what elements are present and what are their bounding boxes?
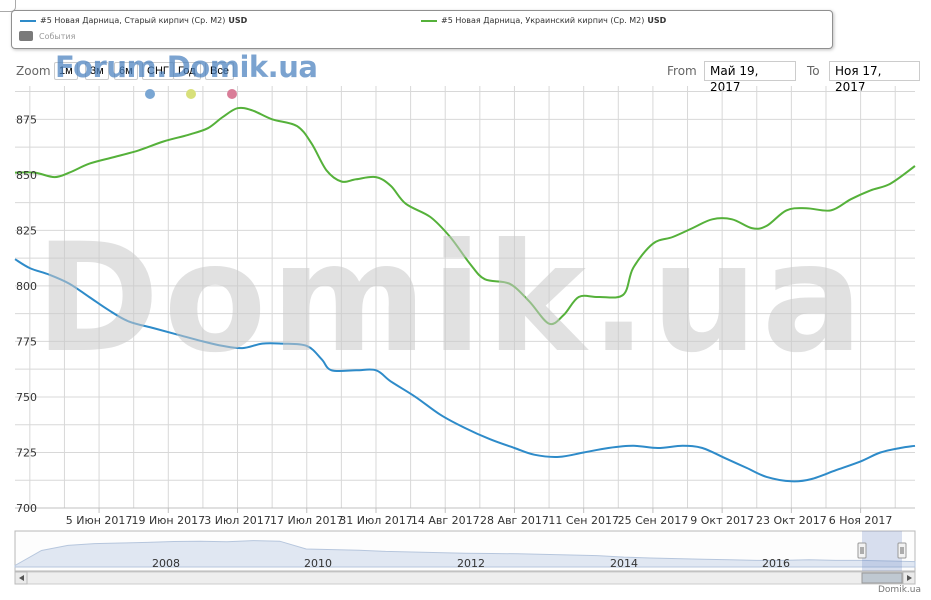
legend-series-2-unit: USD [647,16,667,25]
range-to-input[interactable]: Ноя 17, 2017 [829,61,920,94]
legend-events-label: События [39,31,76,41]
x-tick-label: 17 Июл 2017 [270,514,344,527]
navigator-year-label: 2016 [762,557,790,570]
series-lines [14,106,916,483]
range-to-label: To [807,64,820,78]
zoom-label: Zoom [16,64,51,78]
x-tick-label: 9 Окт 2017 [690,514,754,527]
zoom-button-ytd[interactable]: СНГ [142,62,174,80]
navigator-scrollbar-thumb[interactable] [861,572,903,584]
x-tick-label: 31 Июл 2017 [339,514,413,527]
event-marker-1[interactable] [145,89,155,99]
legend-series-1-unit: USD [228,16,248,25]
navigator-frame [14,530,916,572]
series-line-1[interactable] [14,258,916,483]
event-marker-2[interactable] [186,89,196,99]
x-tick-label: 28 Авг 2017 [480,514,549,527]
y-tick-label: 775 [16,335,37,348]
legend-line-icon [421,19,437,22]
navigator-left-handle[interactable] [857,542,867,559]
y-tick-label: 825 [16,224,37,237]
navigator[interactable]: 2008 2010 2012 2014 2016 [14,530,916,585]
x-tick-label: 25 Сен 2017 [618,514,689,527]
legend-item-series-1[interactable]: #5 Новая Дарница, Старый кирпич (Ср. М2)… [20,16,247,25]
y-tick-label: 725 [16,446,37,459]
y-axis: 700 725 750 775 800 825 850 875 [16,113,37,515]
x-tick-label: 23 Окт 2017 [756,514,827,527]
x-tick-label: 19 Июн 2017 [131,514,205,527]
credit-link[interactable]: Domik.ua [878,585,921,595]
zoom-button-1m[interactable]: 1м [54,62,78,80]
x-tick-label: 5 Июн 2017 [66,514,133,527]
navigator-selected-range[interactable] [862,531,902,571]
event-marker-3[interactable] [227,89,237,99]
navigator-year-label: 2014 [610,557,638,570]
legend-line-icon [20,19,36,22]
panel-corner [0,0,16,12]
range-from-label: From [667,64,697,78]
chevron-right-icon [907,575,912,581]
x-axis: 5 Июн 2017 19 Июн 2017 3 Июл 2017 17 Июл 20… [66,508,893,527]
y-tick-label: 800 [16,280,37,293]
y-tick-label: 875 [16,113,37,126]
zoom-button-year[interactable]: Год [173,62,201,80]
navigator-year-label: 2010 [304,557,332,570]
zoom-button-all[interactable]: Все [205,62,234,80]
legend-item-series-2[interactable]: #5 Новая Дарница, Украинский кирпич (Ср.… [421,16,666,25]
navigator-right-handle[interactable] [897,542,907,559]
x-tick-label: 6 Ноя 2017 [829,514,893,527]
y-tick-label: 750 [16,391,37,404]
x-tick-label: 14 Авг 2017 [411,514,480,527]
navigator-scrollbar-track[interactable] [14,571,916,585]
legend-series-2-label: #5 Новая Дарница, Украинский кирпич (Ср.… [441,16,645,25]
y-tick-label: 850 [16,169,37,182]
x-tick-label: 3 Июл 2017 [204,514,271,527]
y-tick-label: 700 [16,502,37,515]
navigator-year-label: 2012 [457,557,485,570]
legend-item-events[interactable]: События [19,31,75,41]
event-markers [145,89,237,99]
range-from-input[interactable]: Май 19, 2017 [704,61,796,94]
legend: #5 Новая Дарница, Старый кирпич (Ср. М2)… [11,10,833,49]
events-flag-icon [19,31,33,41]
zoom-button-3m[interactable]: 3м [85,62,109,80]
legend-series-1-label: #5 Новая Дарница, Старый кирпич (Ср. М2) [40,16,226,25]
navigator-year-label: 2008 [152,557,180,570]
chevron-left-icon [19,575,24,581]
grid [15,86,915,509]
x-tick-label: 11 Сен 2017 [548,514,619,527]
zoom-button-6m[interactable]: 6м [114,62,138,80]
series-line-2[interactable] [14,106,916,326]
navigator-series-area [14,540,916,568]
